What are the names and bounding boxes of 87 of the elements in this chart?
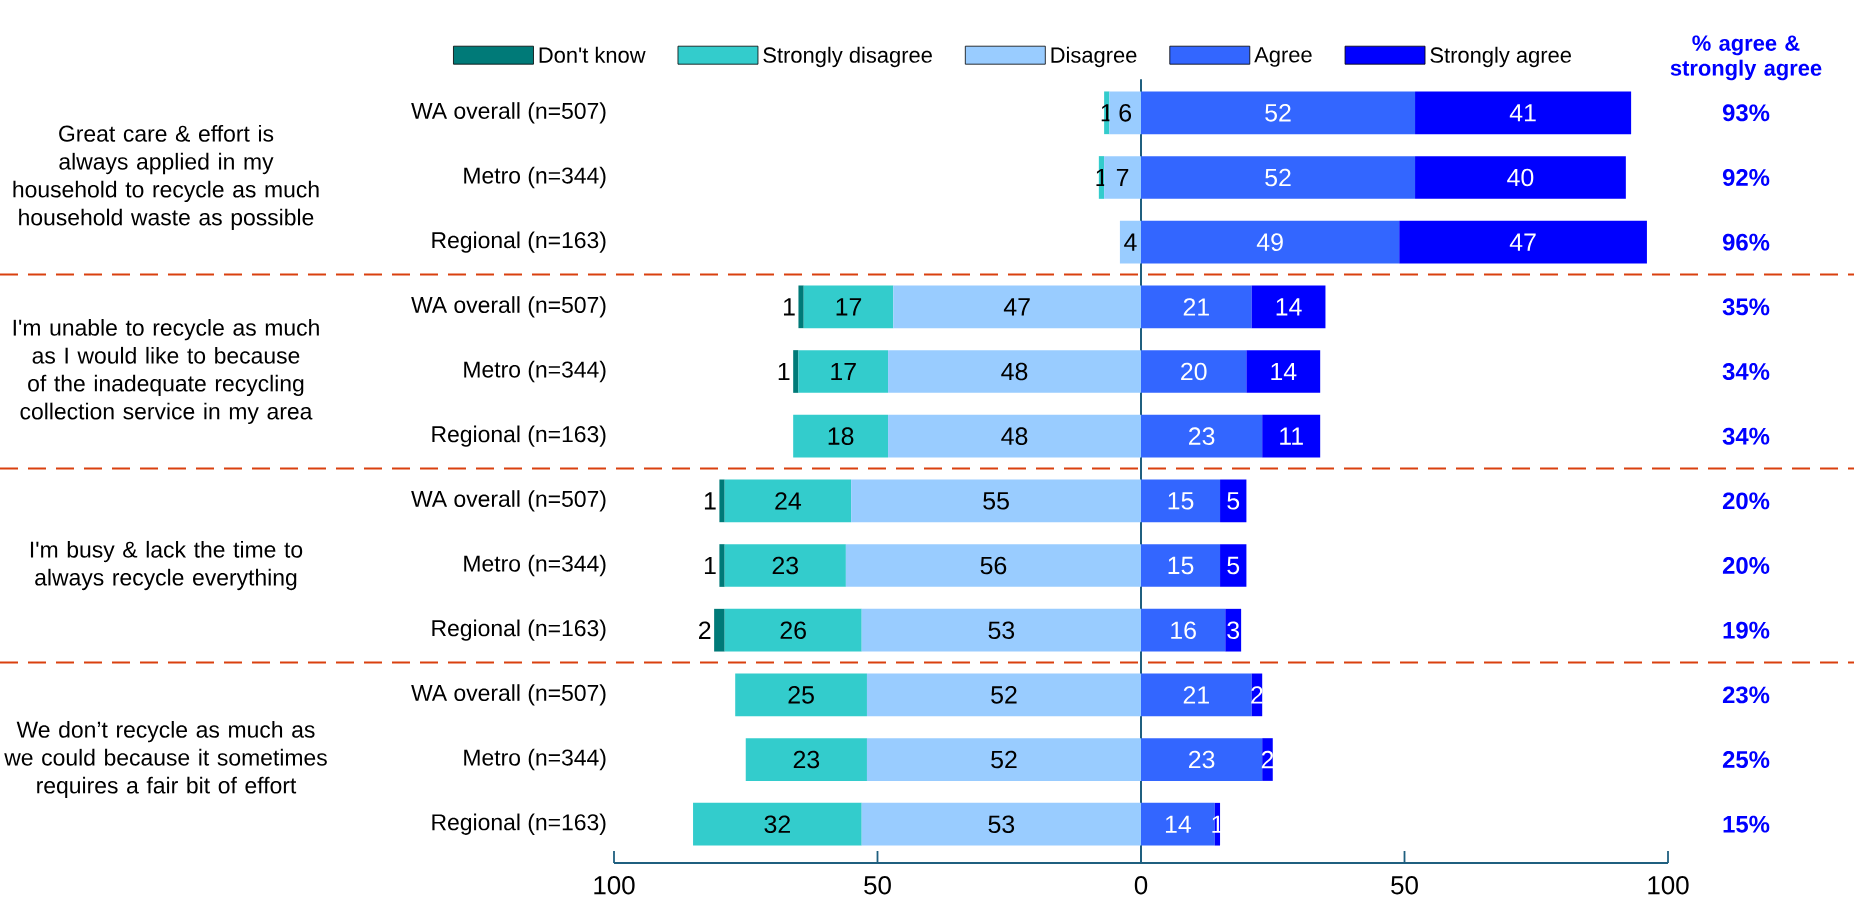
legend-label: Don't know	[539, 46, 646, 63]
data-label: 21	[1183, 298, 1209, 316]
data-label: 56	[980, 556, 1007, 575]
data-label: 23	[1189, 750, 1215, 769]
data-label: 1	[778, 362, 790, 381]
data-label: 48	[1001, 362, 1028, 381]
text: % agree & strongly agree	[1670, 35, 1822, 81]
text: I'm unable to recycle as much as I would like to because of the inadequate recycling collection service in my area	[13, 318, 319, 425]
data-label: 52	[991, 686, 1017, 704]
text: 23%	[1722, 686, 1770, 704]
y-tick-label: WA overall (n=507)	[411, 490, 606, 512]
data-label: 47	[1509, 233, 1536, 251]
data-label: 23	[793, 750, 820, 769]
y-tick-label: Regional (n=163)	[432, 813, 606, 835]
x-tick-label: 50	[864, 876, 891, 895]
data-label: 2	[699, 621, 711, 639]
data-label: 14	[1271, 362, 1297, 381]
y-tick-label: WA overall (n=507)	[411, 684, 606, 706]
text: 92%	[1722, 169, 1770, 186]
x-tick-label: 100	[1648, 876, 1689, 895]
data-label: 5	[1227, 556, 1240, 575]
y-tick-label: Metro (n=344)	[464, 748, 606, 771]
legend-label: Strongly agree	[1430, 46, 1571, 68]
data-label: 1	[704, 492, 716, 510]
data-label: 47	[1003, 298, 1030, 316]
data-label: 32	[764, 815, 790, 834]
text: 19%	[1723, 621, 1770, 639]
data-label: 1	[704, 556, 716, 575]
legend-label: Disagree	[1051, 46, 1137, 68]
data-label: 48	[1001, 427, 1028, 445]
data-label: 20	[1181, 362, 1207, 381]
text: 20%	[1722, 492, 1770, 510]
text: 96%	[1722, 233, 1770, 251]
text: 15%	[1723, 815, 1770, 833]
text: Great care & effort is always applied in my household to recycle as much household waste as possible	[13, 124, 319, 230]
data-label: 5	[1227, 492, 1240, 510]
x-tick-label: 100	[594, 876, 635, 895]
data-label: 14	[1276, 298, 1302, 316]
data-label: 17	[831, 362, 856, 381]
data-label: 2	[1261, 750, 1274, 769]
y-tick-label: Regional (n=163)	[432, 425, 606, 447]
y-tick-label: Metro (n=344)	[464, 360, 606, 383]
text: We don’t recycle as much as we could because it sometimes requires a fair bit of effort	[4, 720, 327, 799]
y-tick-label: WA overall (n=507)	[411, 102, 606, 124]
data-label: 1	[784, 298, 795, 316]
data-label: 24	[775, 492, 802, 510]
data-label: 15	[1168, 556, 1194, 575]
data-label: 15	[1168, 492, 1194, 510]
y-tick-label: WA overall (n=507)	[411, 296, 606, 318]
text: 25%	[1722, 751, 1770, 768]
data-label: 7	[1116, 168, 1129, 187]
y-tick-label: Regional (n=163)	[432, 619, 606, 641]
text: 34%	[1722, 363, 1770, 380]
data-label: 16	[1171, 621, 1196, 640]
text: 20%	[1722, 557, 1770, 574]
y-tick-label: Metro (n=344)	[464, 554, 606, 577]
y-tick-label: Metro (n=344)	[464, 166, 606, 189]
data-label: 4	[1124, 233, 1137, 251]
legend-label: Agree	[1254, 47, 1312, 67]
data-label: 21	[1183, 686, 1209, 704]
text: 35%	[1722, 298, 1770, 316]
y-tick-label: Regional (n=163)	[432, 231, 606, 253]
data-label: 25	[788, 686, 814, 704]
data-label: 26	[780, 621, 806, 640]
data-label: 6	[1119, 104, 1132, 122]
text: 93%	[1722, 104, 1770, 122]
data-label: 52	[991, 750, 1017, 769]
x-tick-label: 0	[1134, 876, 1148, 895]
data-label: 11	[1280, 427, 1303, 445]
data-label: 53	[988, 621, 1015, 640]
data-label: 52	[1265, 104, 1291, 122]
legend-label: Strongly disagree	[763, 46, 932, 68]
text: I'm busy & lack the time to always recycle everything	[30, 540, 303, 591]
data-label: 41	[1509, 104, 1536, 122]
data-label: 18	[828, 427, 854, 445]
data-label: 3	[1227, 621, 1240, 640]
data-label: 55	[983, 492, 1009, 510]
x-tick-label: 50	[1391, 876, 1418, 895]
data-label: 49	[1256, 233, 1283, 251]
data-label: 23	[772, 556, 799, 575]
text: 34%	[1722, 427, 1770, 445]
data-label: 14	[1165, 815, 1192, 833]
data-label: 53	[988, 815, 1015, 834]
data-label: 40	[1507, 168, 1534, 187]
data-label: 52	[1265, 168, 1291, 187]
data-label: 23	[1189, 427, 1215, 445]
data-label: 17	[836, 298, 862, 316]
